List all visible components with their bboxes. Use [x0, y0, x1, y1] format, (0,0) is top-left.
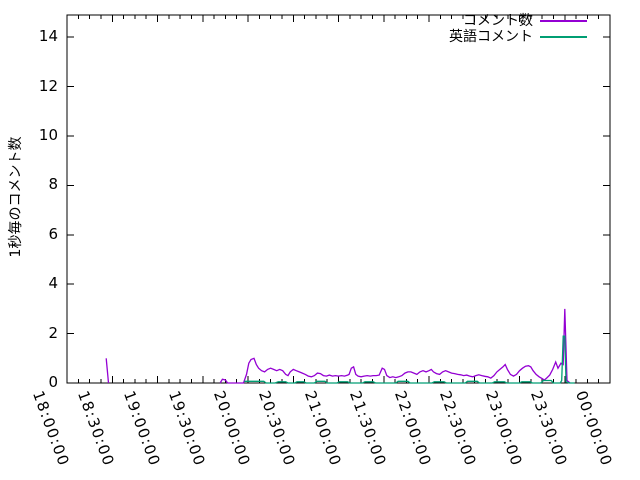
plot-border	[66, 14, 611, 384]
y-tick-label: 0	[48, 373, 58, 391]
y-tick-label: 12	[38, 76, 58, 95]
y-tick-label: 2	[48, 323, 58, 342]
legend-label-english-comments: 英語コメント	[449, 29, 533, 45]
legend-label-comments: コメント数	[463, 13, 533, 29]
y-tick-label: 8	[48, 175, 58, 194]
legend: コメント数 英語コメント	[449, 13, 587, 45]
series-line-comments	[219, 308, 571, 384]
legend-item-comments: コメント数	[449, 13, 587, 29]
legend-item-english-comments: 英語コメント	[449, 29, 587, 45]
y-tick-label: 6	[48, 224, 58, 243]
series-line-comments	[105, 358, 110, 384]
series-line-english-comments	[244, 335, 575, 384]
legend-line-sample-english-comments	[540, 36, 587, 38]
y-tick-label: 14	[38, 27, 58, 46]
legend-line-sample-comments	[540, 20, 587, 22]
y-tick-label: 4	[48, 274, 58, 293]
y-tick-label: 10	[38, 126, 58, 145]
